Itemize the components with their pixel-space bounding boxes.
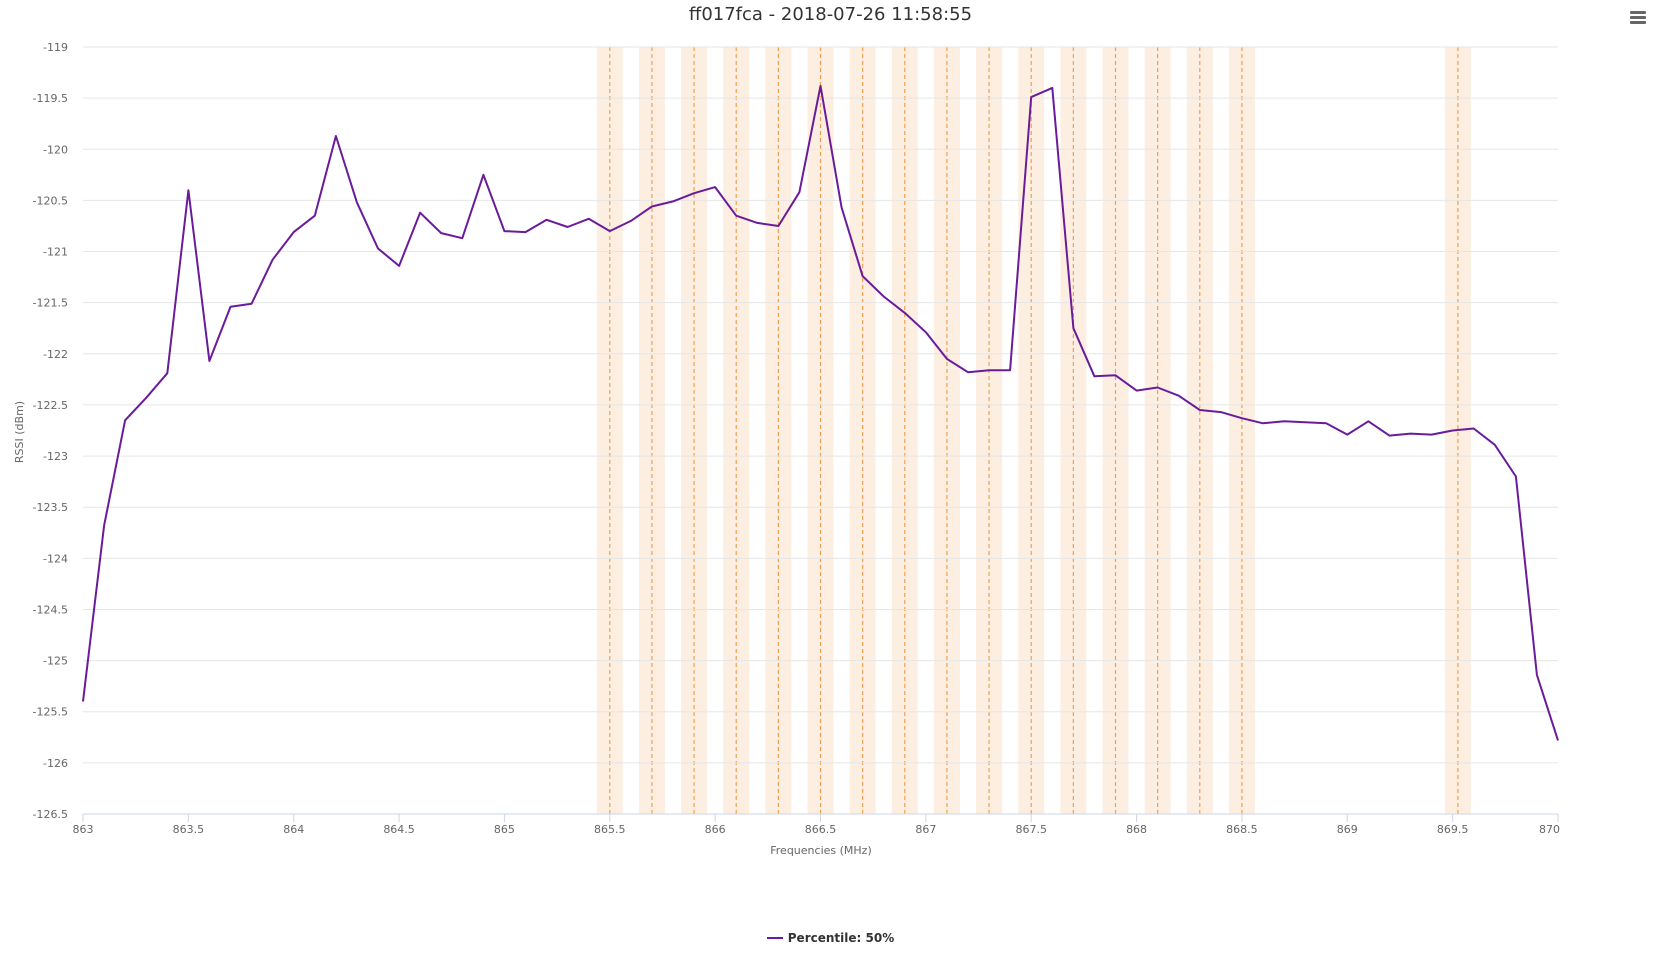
hamburger-menu-icon[interactable] [1628, 10, 1648, 26]
x-tick-label: 864.5 [383, 823, 415, 836]
channel-bands [596, 47, 1471, 814]
y-tick-label: -121.5 [33, 297, 68, 310]
y-tick-label: -123.5 [33, 501, 68, 514]
y-tick-label: -124 [43, 552, 68, 565]
x-tick-label: 865 [494, 823, 515, 836]
x-tick-label: 864 [283, 823, 304, 836]
menu-bar [1630, 21, 1646, 24]
legend-label: Percentile: 50% [787, 931, 895, 945]
x-tick-label: 868.5 [1226, 823, 1258, 836]
y-tick-label: -120 [43, 143, 68, 156]
x-tick-label: 870 [1539, 823, 1560, 836]
y-tick-label: -121 [43, 246, 68, 259]
x-tick-label: 866.5 [805, 823, 837, 836]
y-tick-label: -119 [43, 41, 68, 54]
y-axis-title: RSSI (dBm) [13, 401, 26, 463]
menu-bar [1630, 16, 1646, 19]
legend-swatch [766, 937, 783, 939]
y-tick-label: -120.5 [33, 194, 68, 207]
x-tick-label: 869 [1337, 823, 1358, 836]
legend-item-percentile-50[interactable]: Percentile: 50% [766, 931, 895, 945]
y-tick-label: -125.5 [33, 706, 68, 719]
x-tick-label: 867.5 [1015, 823, 1047, 836]
grid-lines [83, 46, 1558, 815]
y-tick-label: -126 [43, 757, 68, 770]
y-tick-label: -126.5 [33, 808, 68, 821]
series-line-percentile-50 [82, 84, 1559, 741]
x-tick-label: 863.5 [173, 823, 205, 836]
x-tick-label: 867 [915, 823, 936, 836]
y-tick-label: -123 [43, 450, 68, 463]
x-tick-label: 866 [705, 823, 726, 836]
legend: Percentile: 50% [0, 928, 1661, 945]
y-tick-label: -125 [43, 655, 68, 668]
y-tick-label: -122 [43, 348, 68, 361]
x-tick-label: 865.5 [594, 823, 626, 836]
chart-plot-area: -119 -119.5 -120 -120.5 -121 -121.5 -122 -122.5… [13, 41, 1560, 857]
x-tick-label: 869.5 [1437, 823, 1469, 836]
axes: -119 -119.5 -120 -120.5 -121 -121.5 -122 -122.5… [33, 41, 1560, 836]
y-tick-label: -119.5 [33, 92, 68, 105]
y-tick-label: -122.5 [33, 399, 68, 412]
x-axis-title: Frequencies (MHz) [770, 844, 872, 857]
chart-title: ff017fca - 2018-07-26 11:58:55 [688, 4, 973, 25]
series-layer [82, 84, 1559, 741]
x-tick-label: 868 [1126, 823, 1147, 836]
x-tick-label: 863 [73, 823, 94, 836]
menu-bar [1630, 11, 1646, 14]
y-tick-label: -124.5 [33, 603, 68, 616]
